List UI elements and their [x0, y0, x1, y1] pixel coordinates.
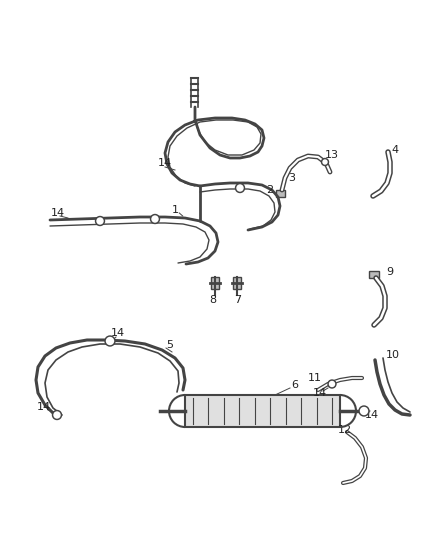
- Circle shape: [95, 216, 105, 225]
- Text: 9: 9: [386, 267, 394, 277]
- Text: 8: 8: [209, 295, 216, 305]
- Circle shape: [323, 160, 327, 164]
- Circle shape: [359, 406, 369, 416]
- Bar: [211, 277, 219, 289]
- Circle shape: [54, 412, 60, 418]
- Circle shape: [97, 218, 103, 224]
- Text: 14: 14: [313, 388, 327, 398]
- Text: 5: 5: [166, 340, 173, 350]
- Circle shape: [329, 382, 335, 386]
- Circle shape: [237, 185, 243, 191]
- Bar: [185, 395, 340, 427]
- Bar: [276, 190, 285, 197]
- Text: 14: 14: [158, 158, 172, 168]
- Text: 3: 3: [289, 173, 296, 183]
- Circle shape: [152, 216, 158, 222]
- Bar: [369, 271, 379, 278]
- Circle shape: [151, 214, 159, 223]
- Circle shape: [53, 410, 61, 419]
- Text: 7: 7: [234, 295, 242, 305]
- Circle shape: [236, 183, 244, 192]
- Text: 14: 14: [365, 410, 379, 420]
- Bar: [233, 277, 241, 289]
- Circle shape: [105, 336, 115, 346]
- Text: 14: 14: [51, 208, 65, 218]
- Text: 4: 4: [392, 145, 399, 155]
- Circle shape: [360, 408, 367, 415]
- Circle shape: [106, 337, 113, 344]
- Text: 12: 12: [338, 425, 352, 435]
- Text: 11: 11: [308, 373, 322, 383]
- Text: 10: 10: [386, 350, 400, 360]
- Text: 13: 13: [325, 150, 339, 160]
- Text: 6: 6: [292, 380, 299, 390]
- Text: 1: 1: [172, 205, 179, 215]
- Text: 14: 14: [37, 402, 51, 412]
- Text: 2: 2: [266, 185, 274, 195]
- Text: 14: 14: [111, 328, 125, 338]
- Circle shape: [328, 380, 336, 388]
- Circle shape: [321, 158, 328, 166]
